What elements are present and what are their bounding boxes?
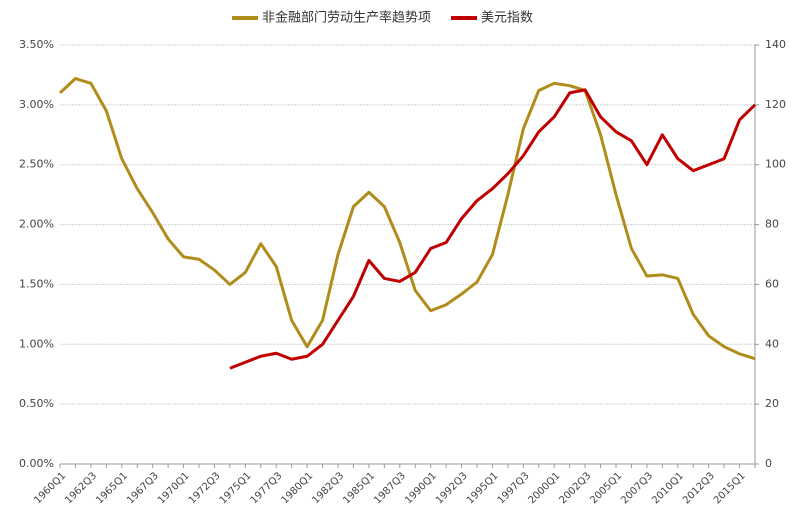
x-tick-label: 1975Q1 <box>218 470 254 506</box>
x-tick-label: 1987Q3 <box>372 470 408 506</box>
legend: 非金融部门劳动生产率趋势项 美元指数 <box>232 10 533 26</box>
x-tick-label: 2012Q3 <box>681 470 717 506</box>
x-tick-label: 2010Q1 <box>650 470 686 506</box>
y2-tick-label: 80 <box>765 218 779 231</box>
y2-tick-label: 0 <box>765 457 772 470</box>
x-tick-label: 1995Q1 <box>465 470 501 506</box>
x-tick-label: 1997Q3 <box>496 470 532 506</box>
y-tick-label: 1.50% <box>19 277 54 290</box>
x-tick-label: 1990Q1 <box>403 470 439 506</box>
x-tick-label: 2002Q3 <box>558 470 594 506</box>
x-tick-label: 2005Q1 <box>588 470 624 506</box>
y2-tick-label: 140 <box>765 38 786 51</box>
y-tick-label: 0.00% <box>19 457 54 470</box>
y-tick-label: 0.50% <box>19 397 54 410</box>
x-tick-label: 1967Q3 <box>125 470 161 506</box>
y-tick-label: 1.00% <box>19 337 54 350</box>
y2-tick-label: 20 <box>765 397 779 410</box>
x-tick-label: 2000Q1 <box>527 470 563 506</box>
x-tick-label: 1982Q3 <box>310 470 346 506</box>
x-tick-label: 1960Q1 <box>32 470 68 506</box>
x-tick-label: 2007Q3 <box>619 470 655 506</box>
y-tick-label: 2.50% <box>19 158 54 171</box>
x-tick-label: 1977Q3 <box>249 470 285 506</box>
x-tick-label: 1980Q1 <box>280 470 316 506</box>
y-tick-label: 3.50% <box>19 38 54 51</box>
x-tick-label: 1970Q1 <box>156 470 192 506</box>
y-tick-label: 3.00% <box>19 98 54 111</box>
y2-tick-label: 60 <box>765 277 779 290</box>
series-line <box>229 88 757 370</box>
x-tick-label: 1965Q1 <box>94 470 130 506</box>
y2-tick-label: 100 <box>765 158 786 171</box>
y2-tick-label: 120 <box>765 98 786 111</box>
x-tick-label: 1972Q3 <box>187 470 223 506</box>
x-tick-label: 1962Q3 <box>63 470 99 506</box>
x-tick-label: 1985Q1 <box>341 470 377 506</box>
x-tick-label: 2015Q1 <box>712 470 748 506</box>
legend-label: 非金融部门劳动生产率趋势项 <box>262 10 431 26</box>
legend-label: 美元指数 <box>481 11 533 26</box>
y-tick-label: 2.00% <box>19 218 54 231</box>
y2-tick-label: 40 <box>765 337 779 350</box>
series-line <box>58 77 756 361</box>
x-tick-label: 1992Q3 <box>434 470 470 506</box>
